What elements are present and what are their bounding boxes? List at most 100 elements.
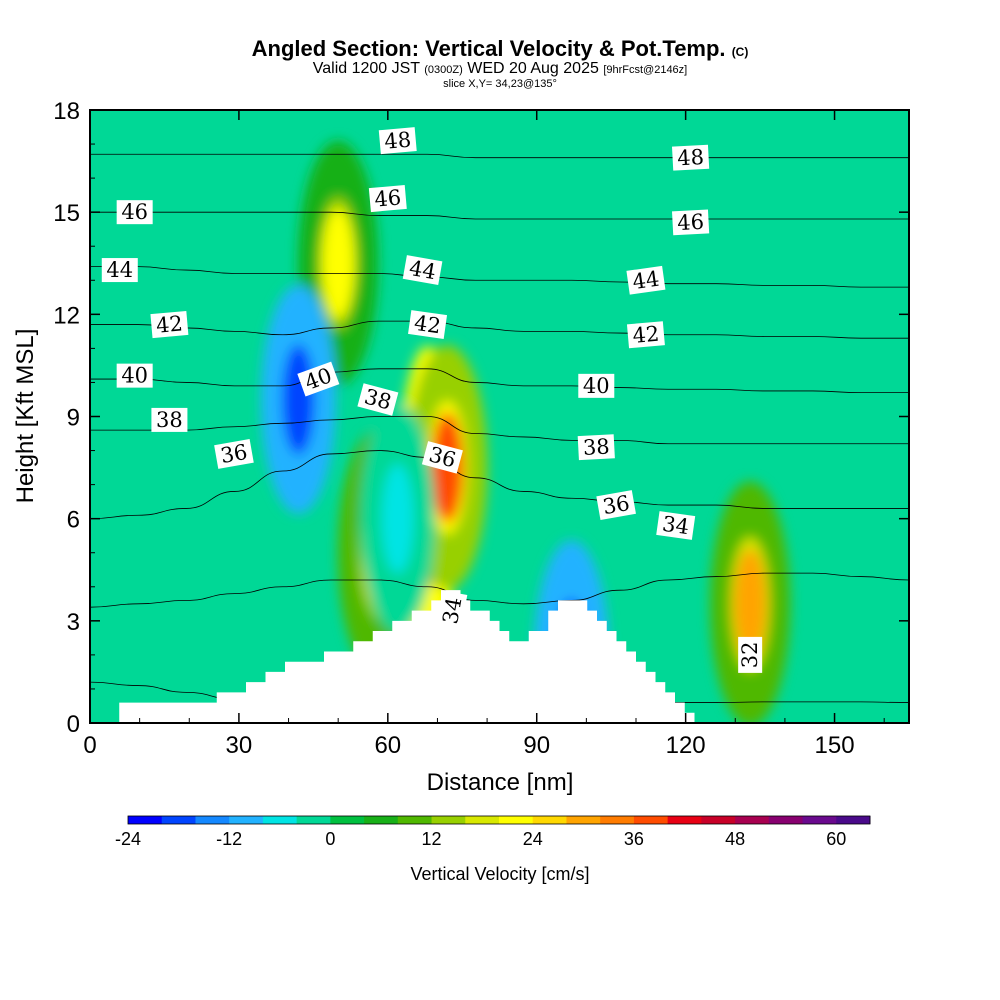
colorbar-swatch (701, 816, 736, 824)
x-tick-label: 60 (374, 732, 401, 759)
theta-contour-34 (90, 572, 909, 608)
colorbar-swatch (195, 816, 230, 824)
contour-label-bg (357, 383, 399, 416)
contour-label-21: 34 (437, 590, 468, 631)
contour-label-1: 48 (671, 144, 710, 171)
colorbar-frame (127, 815, 871, 825)
contour-label-bg (408, 310, 448, 339)
y-tick-label: 0 (67, 711, 80, 738)
contour-label-text: 48 (383, 128, 412, 154)
chart-subtitle-valid: Valid 1200 JST (0300Z) WED 20 Aug 2025 [… (0, 60, 1000, 78)
contour-label-text: 36 (219, 440, 249, 468)
colorbar-swatch (262, 816, 298, 824)
colorbar-swatch (161, 816, 196, 824)
contour-label-17: 36 (214, 439, 254, 469)
contour-label-bg (437, 590, 468, 631)
contour-label-bg (151, 407, 188, 432)
colorbar-tick-label: 36 (624, 829, 644, 849)
y-axis-label: Height [Kft MSL] (12, 329, 39, 504)
colorbar-swatch (566, 816, 601, 824)
contour-label-text: 46 (373, 185, 402, 211)
contour-label-text: 42 (155, 311, 184, 337)
contour-label-0: 48 (378, 127, 417, 155)
y-tick-label: 12 (53, 302, 80, 329)
theta-contour-40 (90, 368, 909, 394)
colorbar-swatch (364, 816, 399, 824)
y-tick-label: 18 (53, 98, 80, 125)
contour-label-10: 42 (626, 321, 665, 349)
colorbar-swatch (600, 816, 635, 824)
contour-label-18: 36 (421, 441, 463, 474)
contour-label-22: 32 (738, 636, 763, 673)
colorbar-label: Vertical Velocity [cm/s] (410, 864, 589, 884)
velocity-cell-7-1 (381, 463, 414, 574)
contour-label-bg (626, 321, 665, 349)
contour-label-13: 40 (578, 373, 615, 398)
x-tick-label: 150 (815, 732, 855, 759)
theta-contour-42 (90, 320, 909, 339)
contour-label-14: 38 (151, 407, 188, 432)
colorbar-swatch (667, 816, 702, 824)
contour-label-bg (402, 255, 443, 286)
contour-label-bg (596, 490, 636, 520)
x-tick-label: 30 (226, 732, 253, 759)
colorbar-tick-label: 48 (725, 829, 745, 849)
colorbar-tick-label: 0 (325, 829, 335, 849)
contour-label-text: 32 (738, 642, 762, 669)
colorbar-swatch (633, 816, 669, 824)
contour-label-6: 44 (402, 255, 443, 286)
contour-label-text: 48 (677, 145, 705, 170)
valid-prefix: Valid 1200 JST (312, 60, 420, 77)
contour-label-bg (671, 209, 710, 236)
contour-label-7: 44 (626, 265, 666, 295)
colorbar-swatch (499, 816, 534, 824)
contour-label-bg (116, 363, 153, 388)
contour-label-bg (368, 185, 407, 213)
contour-label-8: 42 (150, 311, 189, 339)
contour-label-text: 46 (121, 200, 148, 224)
y-tick-label: 3 (67, 609, 80, 636)
chart-subtitle-slice: slice X,Y= 34,23@135° (443, 78, 557, 90)
contour-label-19: 36 (596, 490, 636, 520)
chart-title: Angled Section: Vertical Velocity & Pot.… (0, 36, 1000, 62)
colorbar-swatch (802, 816, 837, 824)
colorbar-swatch (128, 816, 163, 824)
colorbar-swatch (836, 816, 871, 824)
contour-label-bg (656, 511, 696, 540)
contour-label-text: 44 (631, 267, 661, 294)
contour-label-bg (150, 311, 189, 339)
theta-contour-44 (90, 266, 909, 288)
colorbar-tick-label: -24 (115, 829, 141, 849)
theta-contour-46 (90, 211, 909, 220)
x-axis-label: Distance [nm] (427, 769, 574, 796)
contour-label-text: 42 (413, 311, 443, 338)
colorbar: -24 -12 0 12 24 36 48 60 (115, 815, 871, 849)
contour-label-bg (214, 439, 254, 469)
contour-label-5: 44 (101, 258, 138, 283)
colorbar-swatch (735, 816, 770, 824)
contour-label-4: 46 (116, 200, 153, 225)
x-tick-label: 90 (523, 732, 550, 759)
contour-label-text: 38 (156, 408, 183, 432)
contour-label-text: 46 (677, 210, 705, 235)
contour-label-text: 40 (121, 364, 148, 388)
contour-label-3: 46 (671, 209, 710, 236)
valid-zulu: (0300Z) (424, 64, 463, 76)
valid-date: WED 20 Aug 2025 (467, 60, 599, 77)
colorbar-tick-label: -12 (216, 829, 242, 849)
x-tick-label: 120 (666, 732, 706, 759)
contour-label-bg (421, 441, 463, 474)
terrain (90, 590, 909, 723)
contour-label-text: 34 (661, 512, 691, 539)
colorbar-swatch (768, 816, 804, 824)
contour-label-text: 36 (601, 491, 631, 519)
contour-label-11: 40 (116, 363, 153, 388)
theta-contour-48 (90, 153, 909, 159)
velocity-cell-5-1 (282, 344, 315, 455)
colorbar-swatch (296, 816, 331, 824)
contour-label-20: 34 (656, 511, 696, 540)
contour-label-bg (116, 200, 153, 225)
y-tick-label: 6 (67, 507, 80, 534)
